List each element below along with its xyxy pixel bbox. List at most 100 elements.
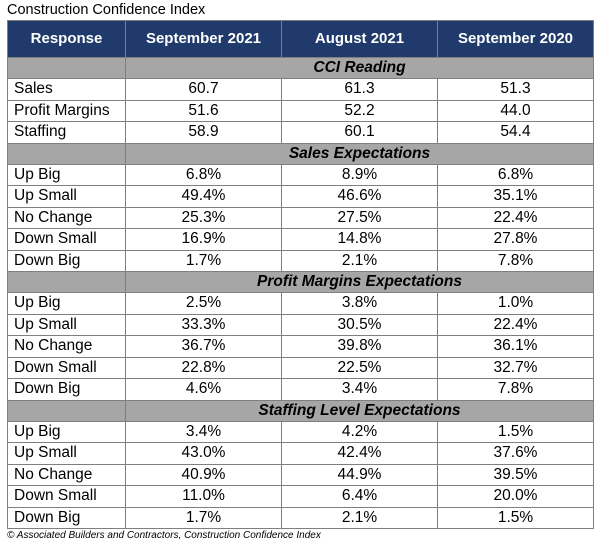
row-label: Up Big — [7, 292, 126, 315]
row-label: Down Small — [7, 356, 126, 379]
value-cell: 2.1% — [281, 249, 438, 272]
table-row: Up Big 2.5% 3.8% 1.0% — [7, 292, 594, 315]
row-label: Down Small — [7, 485, 126, 508]
value-cell: 3.4% — [125, 420, 282, 443]
value-cell: 36.7% — [125, 335, 282, 358]
value-cell: 1.7% — [125, 249, 282, 272]
value-cell: 32.7% — [437, 356, 594, 379]
table-row: Up Big 6.8% 8.9% 6.8% — [7, 163, 594, 186]
value-cell: 1.0% — [437, 292, 594, 315]
section-title: Staffing Level Expectations — [125, 399, 594, 422]
value-cell: 22.4% — [437, 313, 594, 336]
value-cell: 14.8% — [281, 228, 438, 251]
value-cell: 27.5% — [281, 206, 438, 229]
section-header-row: CCI Reading — [7, 57, 594, 79]
row-label: Up Small — [7, 185, 126, 208]
value-cell: 60.7 — [125, 78, 282, 101]
table-row: Down Small 22.8% 22.5% 32.7% — [7, 356, 594, 379]
value-cell: 51.3 — [437, 78, 594, 101]
value-cell: 42.4% — [281, 442, 438, 465]
section-title: Sales Expectations — [125, 142, 594, 165]
table-row: Down Big 1.7% 2.1% 1.5% — [7, 506, 594, 529]
table-row: No Change 25.3% 27.5% 22.4% — [7, 206, 594, 229]
table-row: Up Big 3.4% 4.2% 1.5% — [7, 420, 594, 443]
row-label: Up Small — [7, 313, 126, 336]
table-row: Down Big 1.7% 2.1% 7.8% — [7, 249, 594, 272]
value-cell: 4.6% — [125, 378, 282, 401]
value-cell: 6.4% — [281, 485, 438, 508]
value-cell: 7.8% — [437, 249, 594, 272]
copyright-footer: © Associated Builders and Contractors, C… — [7, 530, 321, 541]
table-body: CCI Reading Sales 60.7 61.3 51.3 Profit Margi… — [7, 57, 594, 529]
row-label: Down Big — [7, 506, 126, 529]
value-cell: 1.7% — [125, 506, 282, 529]
row-label: No Change — [7, 335, 126, 358]
value-cell: 39.8% — [281, 335, 438, 358]
value-cell: 22.5% — [281, 356, 438, 379]
section-title: CCI Reading — [125, 57, 594, 79]
table-row: Down Big 4.6% 3.4% 7.8% — [7, 378, 594, 401]
value-cell: 27.8% — [437, 228, 594, 251]
value-cell: 25.3% — [125, 206, 282, 229]
header-august-2021: August 2021 — [281, 20, 438, 58]
row-label: Up Big — [7, 163, 126, 186]
value-cell: 22.4% — [437, 206, 594, 229]
value-cell: 2.5% — [125, 292, 282, 315]
table-row: Up Small 43.0% 42.4% 37.6% — [7, 442, 594, 465]
table-row: Up Small 49.4% 46.6% 35.1% — [7, 185, 594, 208]
value-cell: 40.9% — [125, 463, 282, 486]
value-cell: 37.6% — [437, 442, 594, 465]
value-cell: 1.5% — [437, 506, 594, 529]
table-row: Sales 60.7 61.3 51.3 — [7, 78, 594, 101]
table-title: Construction Confidence Index — [7, 2, 206, 18]
section-title: Profit Margins Expectations — [125, 271, 594, 293]
table-row: Profit Margins 51.6 52.2 44.0 — [7, 99, 594, 122]
value-cell: 6.8% — [437, 163, 594, 186]
value-cell: 3.4% — [281, 378, 438, 401]
value-cell: 33.3% — [125, 313, 282, 336]
value-cell: 22.8% — [125, 356, 282, 379]
row-label: No Change — [7, 206, 126, 229]
section-header-row: Staffing Level Expectations — [7, 399, 594, 422]
table-row: Staffing 58.9 60.1 54.4 — [7, 121, 594, 144]
row-label: Profit Margins — [7, 99, 126, 122]
row-label: Sales — [7, 78, 126, 101]
row-label: Up Big — [7, 420, 126, 443]
table-row: Down Small 11.0% 6.4% 20.0% — [7, 485, 594, 508]
value-cell: 44.0 — [437, 99, 594, 122]
section-blank-cell — [7, 57, 126, 79]
value-cell: 60.1 — [281, 121, 438, 144]
header-row: Response September 2021 August 2021 Sept… — [7, 20, 594, 58]
row-label: No Change — [7, 463, 126, 486]
value-cell: 8.9% — [281, 163, 438, 186]
table-row: No Change 40.9% 44.9% 39.5% — [7, 463, 594, 486]
row-label: Down Big — [7, 249, 126, 272]
value-cell: 11.0% — [125, 485, 282, 508]
section-header-row: Profit Margins Expectations — [7, 271, 594, 293]
value-cell: 46.6% — [281, 185, 438, 208]
row-label: Down Small — [7, 228, 126, 251]
value-cell: 51.6 — [125, 99, 282, 122]
value-cell: 7.8% — [437, 378, 594, 401]
value-cell: 1.5% — [437, 420, 594, 443]
value-cell: 16.9% — [125, 228, 282, 251]
value-cell: 58.9 — [125, 121, 282, 144]
header-september-2021: September 2021 — [125, 20, 282, 58]
section-header-row: Sales Expectations — [7, 142, 594, 165]
value-cell: 30.5% — [281, 313, 438, 336]
value-cell: 39.5% — [437, 463, 594, 486]
table-row: Up Small 33.3% 30.5% 22.4% — [7, 313, 594, 336]
section-blank-cell — [7, 271, 126, 293]
value-cell: 44.9% — [281, 463, 438, 486]
section-blank-cell — [7, 399, 126, 422]
table-row: Down Small 16.9% 14.8% 27.8% — [7, 228, 594, 251]
row-label: Staffing — [7, 121, 126, 144]
header-september-2020: September 2020 — [437, 20, 594, 58]
value-cell: 2.1% — [281, 506, 438, 529]
value-cell: 20.0% — [437, 485, 594, 508]
value-cell: 36.1% — [437, 335, 594, 358]
value-cell: 3.8% — [281, 292, 438, 315]
table-row: No Change 36.7% 39.8% 36.1% — [7, 335, 594, 358]
row-label: Up Small — [7, 442, 126, 465]
